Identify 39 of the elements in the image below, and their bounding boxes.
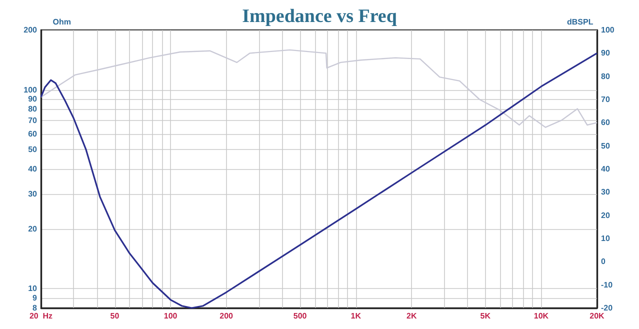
y2-tick-label: 60 xyxy=(601,118,610,128)
y2-tick-label: 50 xyxy=(601,141,610,150)
x-tick-label: 10K xyxy=(534,312,549,320)
y2-tick-label: 80 xyxy=(601,72,610,81)
x-tick-label: 500 xyxy=(293,312,308,320)
y2-tick-label: 90 xyxy=(601,48,610,58)
y-tick-label: 50 xyxy=(28,145,38,154)
chart-title: Impedance vs Freq xyxy=(242,6,398,27)
y-tick-label: 100 xyxy=(24,85,38,94)
x-tick-label: 1K xyxy=(350,312,362,320)
y-tick-label: 30 xyxy=(28,189,38,198)
y2-tick-label: -20 xyxy=(601,304,614,312)
y-tick-label: 200 xyxy=(24,26,38,34)
y2-axis-title: dBSPL xyxy=(567,18,594,26)
y-tick-label: 70 xyxy=(28,116,38,126)
x-tick-label: 20K xyxy=(590,312,605,320)
y2-tick-label: 40 xyxy=(601,164,610,174)
y-tick-label: 20 xyxy=(28,224,38,234)
x-tick-label: 20 Hz xyxy=(29,312,53,320)
y2-tick-label: 70 xyxy=(601,95,610,104)
y-tick-label: 60 xyxy=(28,129,38,138)
x-tick-label: 50 xyxy=(110,312,120,320)
y-tick-label: 80 xyxy=(28,104,38,114)
x-tick-label: 200 xyxy=(220,312,234,320)
y-tick-label: 10 xyxy=(28,284,38,294)
x-tick-label: 2K xyxy=(406,312,417,320)
y2-tick-label: 0 xyxy=(601,257,606,266)
y2-tick-label: 30 xyxy=(601,188,610,197)
y-axis-title: Ohm xyxy=(52,18,71,26)
y2-tick-label: 20 xyxy=(601,210,610,220)
x-tick-label: 5K xyxy=(480,312,491,320)
y-tick-label: 40 xyxy=(28,164,38,174)
y2-tick-label: -10 xyxy=(601,280,614,290)
x-tick-label: 100 xyxy=(164,312,178,320)
y2-tick-label: 100 xyxy=(601,26,615,34)
y-tick-label: 8 xyxy=(32,304,38,312)
y2-tick-label: 10 xyxy=(601,234,610,243)
y-tick-label: 9 xyxy=(32,293,38,302)
y-tick-label: 90 xyxy=(28,94,38,104)
